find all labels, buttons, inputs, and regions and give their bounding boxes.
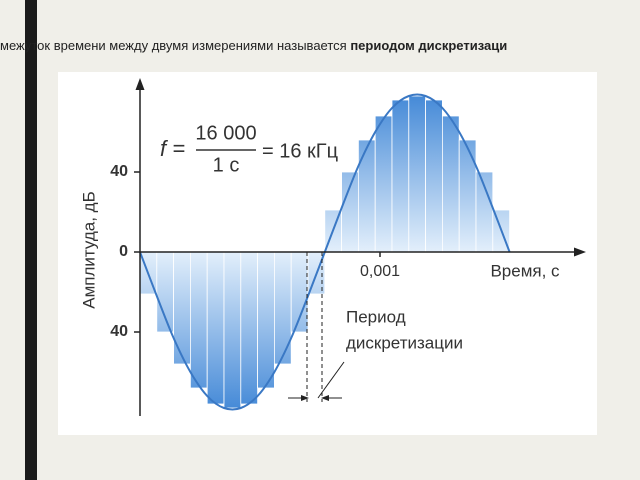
bar <box>458 139 477 253</box>
bar <box>240 251 259 405</box>
formula-result: = 16 кГц <box>262 140 338 162</box>
formula-denominator: 1 с <box>213 154 240 176</box>
x-axis-label: Время, с <box>490 261 560 280</box>
bar <box>441 115 460 253</box>
y-tick-label: 40 <box>110 323 128 340</box>
y-axis-label: Амплитуда, дБ <box>79 191 98 308</box>
y-tick-label: 0 <box>119 243 128 260</box>
bar <box>206 251 225 405</box>
bar <box>189 251 208 389</box>
bar <box>357 139 376 253</box>
caption-text: межуток времени между двумя измерениями … <box>0 38 347 53</box>
period-label: дискретизации <box>346 333 463 352</box>
period-label: Период <box>346 307 406 326</box>
caption: межуток времени между двумя измерениями … <box>0 38 507 53</box>
bar <box>273 251 292 365</box>
y-tick-label: 40 <box>110 163 128 180</box>
bar <box>391 99 410 253</box>
formula-numerator: 16 000 <box>195 122 256 144</box>
bar <box>425 99 443 253</box>
caption-bold: периодом дискретизаци <box>350 38 508 53</box>
formula-f: f = <box>160 136 185 161</box>
bar <box>173 251 191 365</box>
x-tick-label: 0,001 <box>360 263 400 280</box>
plot: 40 0 40 0,001 <box>110 78 586 416</box>
period-leader <box>317 361 345 399</box>
slide-bar <box>25 0 37 480</box>
bar <box>374 115 393 253</box>
bar <box>257 251 275 389</box>
bar <box>223 251 242 409</box>
bar <box>408 95 426 253</box>
